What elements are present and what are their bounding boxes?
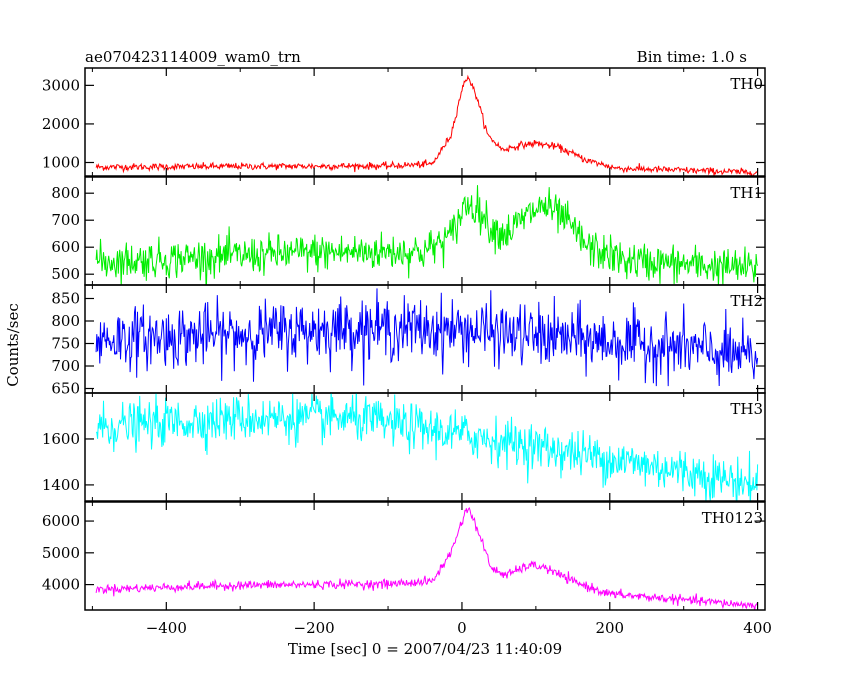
panels-group: 1000 2000 3000 TH0 500 600 700 800 TH1 650 700 750 8… <box>42 67 766 611</box>
y-tick-label: 1000 <box>42 154 80 172</box>
y-tick-label: 2000 <box>42 115 80 133</box>
y-tick-label: 800 <box>51 312 80 330</box>
panel-frame <box>84 501 766 611</box>
x-tick-label: 400 <box>743 619 772 637</box>
panel-th0: 1000 2000 3000 TH0 <box>42 67 766 177</box>
panel-frame <box>84 176 766 286</box>
panel-label-th3: TH3 <box>730 400 763 418</box>
x-tick-label: 200 <box>595 619 624 637</box>
x-axis-label: Time [sec] 0 = 2007/04/23 11:40:09 <box>288 640 562 658</box>
x-tick-labels: −400 −200 0 200 400 <box>146 619 772 637</box>
y-tick-label: 850 <box>51 290 80 308</box>
y-tick-label: 650 <box>51 380 80 398</box>
series-line-th0123 <box>95 507 759 610</box>
series-line-th0 <box>95 74 759 176</box>
y-tick-label: 750 <box>51 335 80 353</box>
series-line-th2 <box>95 288 759 387</box>
series-line-th1 <box>95 185 759 285</box>
x-tick-label: 0 <box>457 619 467 637</box>
y-tick-label: 6000 <box>42 512 80 530</box>
bin-time-label: Bin time: 1.0 s <box>637 48 747 66</box>
panel-th1: 500 600 700 800 TH1 <box>51 176 766 286</box>
x-tick-label: −200 <box>294 619 335 637</box>
panel-label-th0123: TH0123 <box>702 509 763 527</box>
y-tick-label: 800 <box>51 184 80 202</box>
x-tick-label: −400 <box>146 619 187 637</box>
y-tick-label: 700 <box>51 357 80 375</box>
panel-label-th2: TH2 <box>730 292 763 310</box>
panel-label-th0: TH0 <box>730 75 763 93</box>
panel-frame <box>84 67 766 177</box>
y-tick-label: 5000 <box>42 544 80 562</box>
y-tick-label: 500 <box>51 265 80 283</box>
y-tick-label: 4000 <box>42 576 80 594</box>
panel-th2: 650 700 750 800 850 TH2 <box>51 284 766 398</box>
y-tick-label: 1600 <box>42 430 80 448</box>
y-tick-label: 1400 <box>42 476 80 494</box>
y-tick-label: 700 <box>51 211 80 229</box>
y-axis-label: Counts/sec <box>4 303 22 387</box>
chart-title: ae070423114009_wam0_trn <box>85 48 301 66</box>
panel-th0123: 4000 5000 6000 TH0123 <box>42 501 766 611</box>
series-line-th3 <box>96 393 759 501</box>
y-tick-label: 3000 <box>42 76 80 94</box>
panel-frame <box>84 392 766 502</box>
y-tick-label: 600 <box>51 238 80 256</box>
panel-th3: 1400 1600 TH3 <box>42 392 766 502</box>
panel-label-th1: TH1 <box>730 184 763 202</box>
